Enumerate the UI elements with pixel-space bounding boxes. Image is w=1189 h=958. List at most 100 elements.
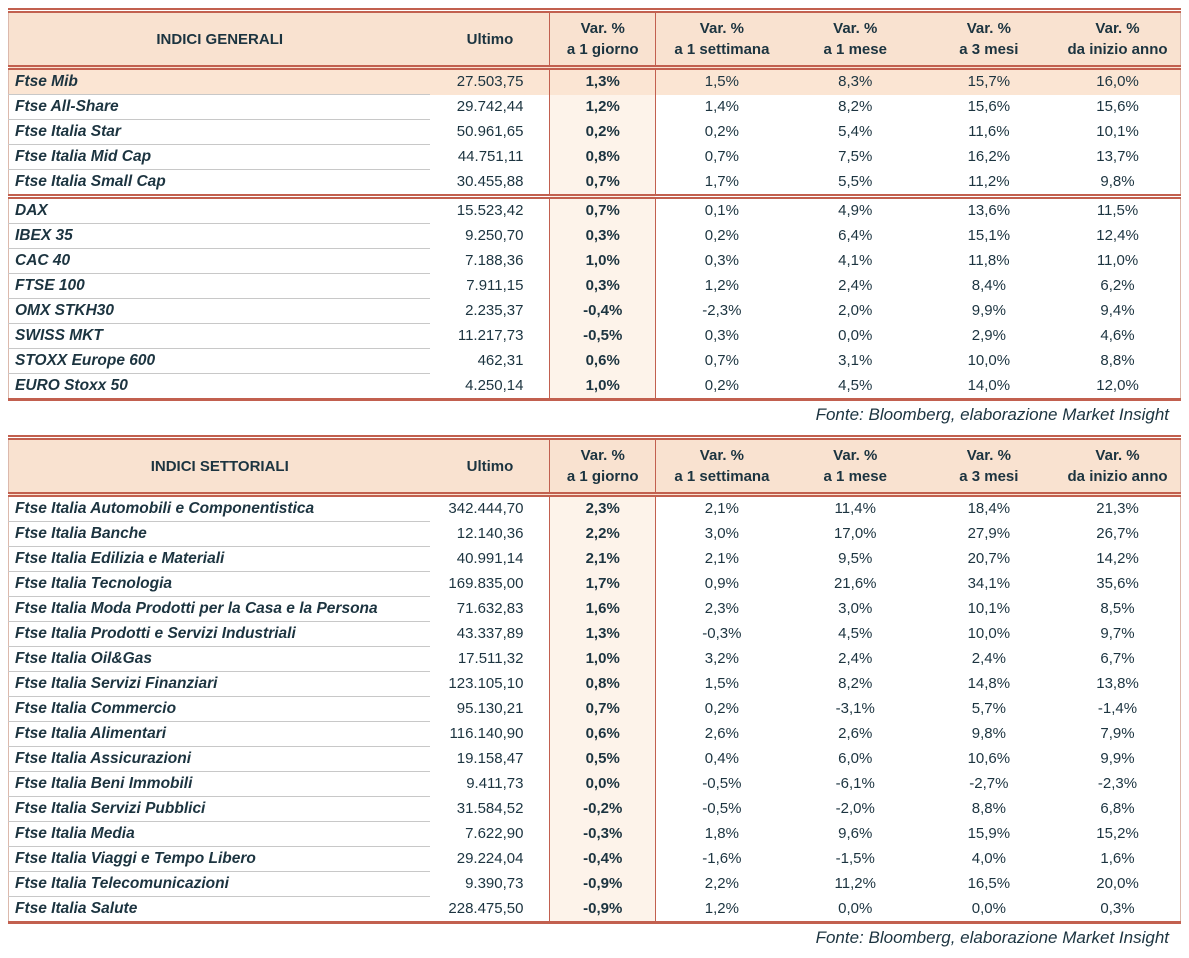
var-1-giorno-value: 1,3% [549,67,656,95]
var-1-settimana-value: 2,1% [704,550,739,567]
index-name: Ftse Italia Banche [8,521,431,547]
var-1-giorno-value: -0,9% [549,896,656,923]
var-1-giorno-value: -0,4% [549,298,656,324]
table-row: Ftse Italia Media 7.622,90 -0,3% 1,8% 9,… [8,821,1181,847]
index-name: Ftse Italia Salute [15,900,138,917]
var-3-mesi-value: 11,8% [968,252,1010,269]
table-row: CAC 40 7.188,36 1,0% 0,3% 4,1% 11,8% 11,… [8,248,1181,274]
var-inizio-anno-value: 8,5% [1100,600,1135,617]
col-header-var-1-giorno: Var. % a 1 giorno [549,10,656,68]
ultimo-value: 19.158,47 [456,750,524,767]
var-1-settimana-value: 1,5% [704,675,739,692]
var-3-mesi-value: 10,1% [967,600,1011,617]
col-header-var-3-mesi: Var. % a 3 mesi [959,20,1019,58]
var-1-settimana-value: 2,1% [704,500,739,518]
var-1-mese-value: 6,4% [838,227,873,244]
col-header-var-3-mesi: Var. % a 3 mesi [959,447,1019,485]
index-name: Ftse Italia Telecomunicazioni [8,871,431,897]
index-name: Ftse Italia Servizi Finanziari [8,671,431,697]
var-1-mese-value: 4,1% [838,252,873,269]
ultimo-value: 44.751,11 [457,148,524,165]
var-1-mese-value: 7,5% [838,148,873,165]
var-1-settimana-value: 2,6% [704,725,739,742]
var-1-settimana-value: 0,2% [704,227,739,244]
index-name: FTSE 100 [8,273,431,299]
ultimo-value: 169.835,00 [448,575,524,592]
var-1-mese-value: 4,9% [838,202,873,220]
var-inizio-anno-value: 6,2% [1100,277,1135,294]
var-1-settimana-value: 1,7% [704,172,739,190]
table-title-indici-generali: INDICI GENERALI [156,30,284,48]
index-name: Ftse Italia Edilizia e Materiali [8,546,431,572]
var-3-mesi-value: 18,4% [967,500,1011,518]
var-1-mese-value: 11,4% [834,500,876,518]
var-1-settimana-value: 0,2% [704,700,739,717]
var-1-mese-value: 2,4% [838,277,873,294]
index-name: Ftse Italia Alimentari [8,721,431,747]
var-1-giorno-value: 2,2% [549,521,656,547]
var-inizio-anno-value: 12,0% [1096,376,1139,394]
var-1-mese-value: 5,4% [838,123,873,140]
ultimo-value: 7.622,90 [465,825,524,842]
var-1-mese-value: 3,0% [838,600,873,617]
var-inizio-anno-value: 0,3% [1100,899,1135,917]
var-1-giorno-value: 0,0% [549,771,656,797]
index-name: Ftse Italia Beni Immobili [8,771,431,797]
table-row: IBEX 35 9.250,70 0,3% 0,2% 6,4% 15,1% 12… [8,223,1181,249]
ultimo-value: 29.742,44 [456,98,524,115]
var-1-settimana-value: 2,2% [704,875,739,892]
var-inizio-anno-value: 7,9% [1100,725,1135,742]
var-1-settimana-value: 0,3% [704,252,739,269]
var-1-mese-value: 2,4% [838,650,873,667]
var-1-mese-value: 9,5% [838,550,873,567]
var-inizio-anno-value: 4,6% [1100,327,1135,344]
ultimo-value: 95.130,21 [456,700,524,717]
table-row: Ftse Italia Tecnologia 169.835,00 1,7% 0… [8,571,1181,597]
ultimo-value: 27.503,75 [430,67,550,95]
ultimo-value: 7.911,15 [466,277,524,294]
var-3-mesi-value: 27,9% [967,525,1011,542]
var-1-settimana-value: 1,5% [655,67,788,95]
ultimo-value: 228.475,50 [448,899,524,917]
var-1-settimana-value: 0,1% [704,202,739,220]
var-3-mesi-value: 2,4% [971,650,1006,667]
var-1-giorno-value: 0,3% [549,273,656,299]
var-3-mesi-value: 15,9% [967,825,1011,842]
var-1-giorno-value: 1,0% [549,373,656,400]
var-1-settimana-value: -0,3% [702,625,742,642]
ultimo-value: 43.337,89 [456,625,524,642]
var-1-mese-value: 8,3% [787,67,923,95]
ultimo-value: 15.523,42 [456,202,524,220]
table-row: Ftse Italia Automobili e Componentistica… [8,494,1181,522]
col-header-var-1-mese: Var. % a 1 mese [823,20,887,58]
var-inizio-anno-value: 9,7% [1100,625,1135,642]
var-inizio-anno-value: 9,4% [1100,302,1135,319]
var-1-mese-value: 6,0% [838,750,873,767]
index-name: Ftse Italia Servizi Pubblici [8,796,431,822]
source-note: Fonte: Bloomberg, elaborazione Market In… [815,928,1169,947]
var-1-giorno-value: 0,7% [549,696,656,722]
table-row: Ftse Italia Small Cap 30.455,88 0,7% 1,7… [9,169,1181,197]
header-row: INDICI SETTORIALI Ultimo Var. % a 1 gior… [9,437,1181,495]
ultimo-value: 71.632,83 [456,600,524,617]
var-inizio-anno-value: 13,8% [1096,675,1139,692]
ultimo-value: 116.140,90 [449,725,524,742]
ultimo-value: 9.411,73 [466,775,524,792]
table-row: Ftse Italia Edilizia e Materiali 40.991,… [8,546,1181,572]
var-1-mese-value: 17,0% [833,525,877,542]
var-1-settimana-value: 2,3% [704,600,739,617]
var-inizio-anno-value: 35,6% [1096,575,1139,592]
var-1-mese-value: 8,2% [838,675,873,692]
var-1-mese-value: 0,0% [838,327,873,344]
ultimo-value: 29.224,04 [456,850,524,867]
var-1-giorno-value: -0,3% [549,821,656,847]
var-3-mesi-value: 14,8% [967,675,1011,692]
index-name: Ftse Italia Small Cap [15,173,166,190]
var-3-mesi-value: 11,6% [968,123,1010,140]
var-1-settimana-value: 3,2% [704,650,739,667]
ultimo-value: 9.250,70 [465,227,524,244]
var-inizio-anno-value: 11,5% [1096,202,1139,220]
var-1-giorno-value: 0,2% [549,119,656,145]
var-1-mese-value: 11,2% [834,875,876,892]
var-1-settimana-value: -1,6% [702,850,742,867]
